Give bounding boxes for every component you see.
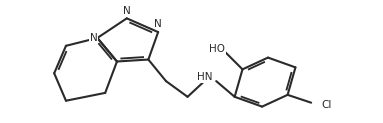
Text: HN: HN [197,72,212,82]
Text: HO: HO [209,44,225,54]
Text: N: N [90,33,97,43]
Text: N: N [154,19,162,29]
Text: Cl: Cl [321,100,331,110]
Text: N: N [123,6,131,16]
